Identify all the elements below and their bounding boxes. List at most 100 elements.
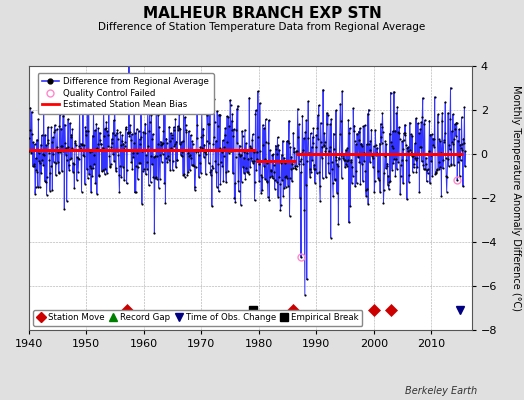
Point [61, 151, 70, 158]
Point [381, 138, 389, 144]
Point [231, 199, 239, 205]
Point [252, 167, 260, 173]
Point [399, 180, 407, 186]
Point [66, 156, 74, 163]
Point [279, 192, 288, 199]
Point [229, 170, 237, 176]
Point [134, 164, 143, 170]
Point [125, 133, 134, 140]
Point [143, 166, 151, 172]
Point [424, 151, 433, 158]
Point [427, 158, 435, 165]
Point [228, 111, 237, 117]
Point [114, 135, 122, 142]
Point [364, 111, 372, 117]
Point [263, 179, 271, 186]
Point [374, 175, 383, 181]
Point [78, 142, 86, 148]
Point [138, 201, 146, 207]
Point [295, 121, 303, 128]
Point [445, 146, 454, 152]
Point [32, 155, 40, 161]
Point [87, 189, 95, 196]
Point [78, 188, 86, 195]
Point [425, 118, 434, 124]
Point [283, 138, 292, 144]
Point [352, 168, 360, 174]
Point [75, 106, 84, 112]
Point [259, 142, 267, 148]
Point [272, 146, 280, 152]
Point [188, 162, 196, 168]
Point [236, 202, 245, 208]
Point [271, 176, 279, 183]
Point [179, 99, 188, 105]
Point [82, 131, 90, 138]
Point [137, 134, 146, 141]
Point [285, 140, 293, 147]
Point [250, 149, 258, 155]
Point [454, 159, 462, 166]
Point [28, 163, 37, 169]
Point [31, 190, 39, 197]
Point [332, 157, 341, 163]
Point [113, 148, 121, 154]
Point [276, 181, 284, 188]
Point [284, 182, 292, 189]
Point [51, 172, 60, 178]
Point [65, 166, 73, 173]
Point [421, 166, 429, 172]
Point [201, 171, 210, 178]
Point [354, 154, 362, 160]
Point [436, 164, 444, 170]
Point [424, 166, 432, 172]
Point [456, 142, 464, 148]
Point [103, 128, 112, 135]
Point [405, 172, 413, 178]
Point [326, 121, 334, 128]
Point [268, 152, 277, 158]
Point [167, 145, 176, 151]
Point [443, 174, 451, 180]
Point [117, 174, 125, 181]
Text: Difference of Station Temperature Data from Regional Average: Difference of Station Temperature Data f… [99, 22, 425, 32]
Point [370, 178, 379, 185]
Point [39, 105, 48, 111]
Point [144, 109, 152, 115]
Point [270, 168, 278, 175]
Point [351, 138, 359, 144]
Point [67, 155, 75, 161]
Point [366, 159, 374, 165]
Point [201, 149, 210, 156]
Point [162, 135, 170, 142]
Text: MALHEUR BRANCH EXP STN: MALHEUR BRANCH EXP STN [143, 6, 381, 21]
Point [100, 171, 108, 177]
Point [367, 126, 376, 133]
Point [191, 184, 199, 190]
Point [118, 132, 126, 138]
Point [301, 292, 309, 298]
Point [117, 138, 126, 144]
Point [167, 130, 175, 136]
Point [449, 141, 457, 147]
Point [313, 112, 322, 118]
Point [56, 111, 64, 118]
Point [313, 170, 321, 176]
Point [88, 172, 96, 179]
Point [234, 103, 242, 109]
Point [441, 99, 450, 105]
Point [447, 160, 455, 167]
Point [342, 158, 351, 164]
Point [329, 193, 337, 200]
Point [250, 197, 259, 204]
Point [390, 156, 399, 162]
Point [156, 138, 165, 145]
Point [302, 181, 310, 188]
Point [173, 123, 182, 129]
Point [210, 96, 219, 102]
Point [381, 165, 390, 172]
Point [166, 138, 174, 145]
Point [195, 159, 204, 166]
Point [174, 124, 183, 131]
Point [389, 160, 397, 166]
